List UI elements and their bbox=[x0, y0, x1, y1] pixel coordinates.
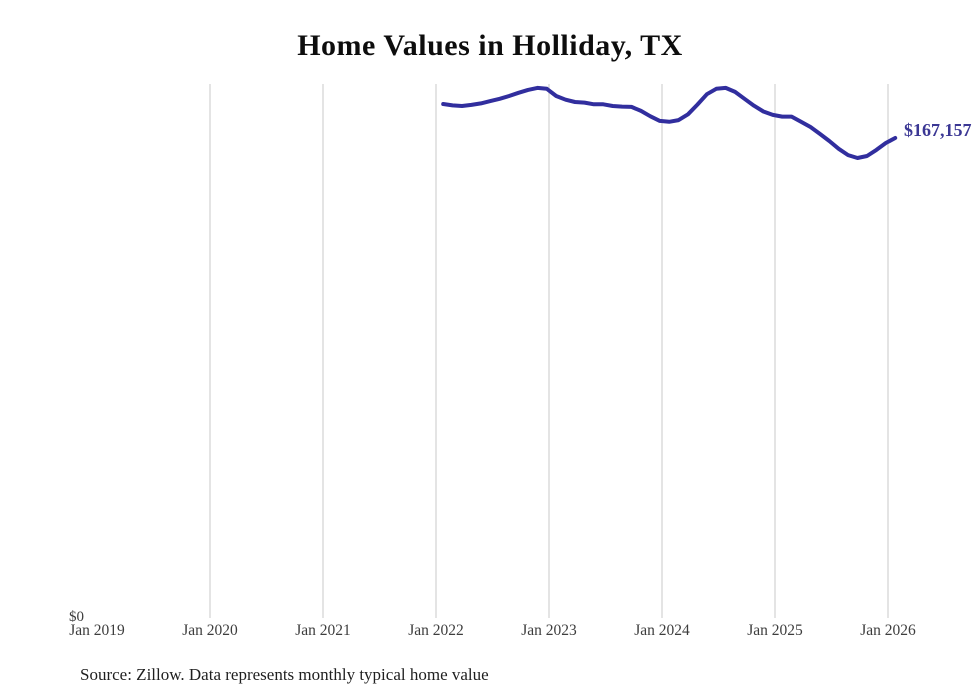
x-axis-tick-label: Jan 2020 bbox=[182, 622, 238, 639]
x-axis-tick-label: Jan 2022 bbox=[408, 622, 464, 639]
x-axis-tick-label: Jan 2026 bbox=[860, 622, 916, 639]
x-axis-tick-label: Jan 2021 bbox=[295, 622, 351, 639]
x-axis-tick-label: Jan 2025 bbox=[747, 622, 803, 639]
y-axis-zero-label: $0 bbox=[69, 609, 84, 625]
home-value-line bbox=[441, 85, 898, 160]
x-axis-tick-label: Jan 2023 bbox=[521, 622, 577, 639]
gridlines bbox=[209, 84, 889, 618]
chart-title: Home Values in Holliday, TX bbox=[297, 29, 683, 62]
x-axis-tick-label: Jan 2019 bbox=[69, 622, 125, 639]
source-note: Source: Zillow. Data represents monthly … bbox=[80, 665, 489, 684]
x-axis-tick-label: Jan 2024 bbox=[634, 622, 690, 639]
latest-value-label: $167,157 bbox=[904, 120, 972, 140]
